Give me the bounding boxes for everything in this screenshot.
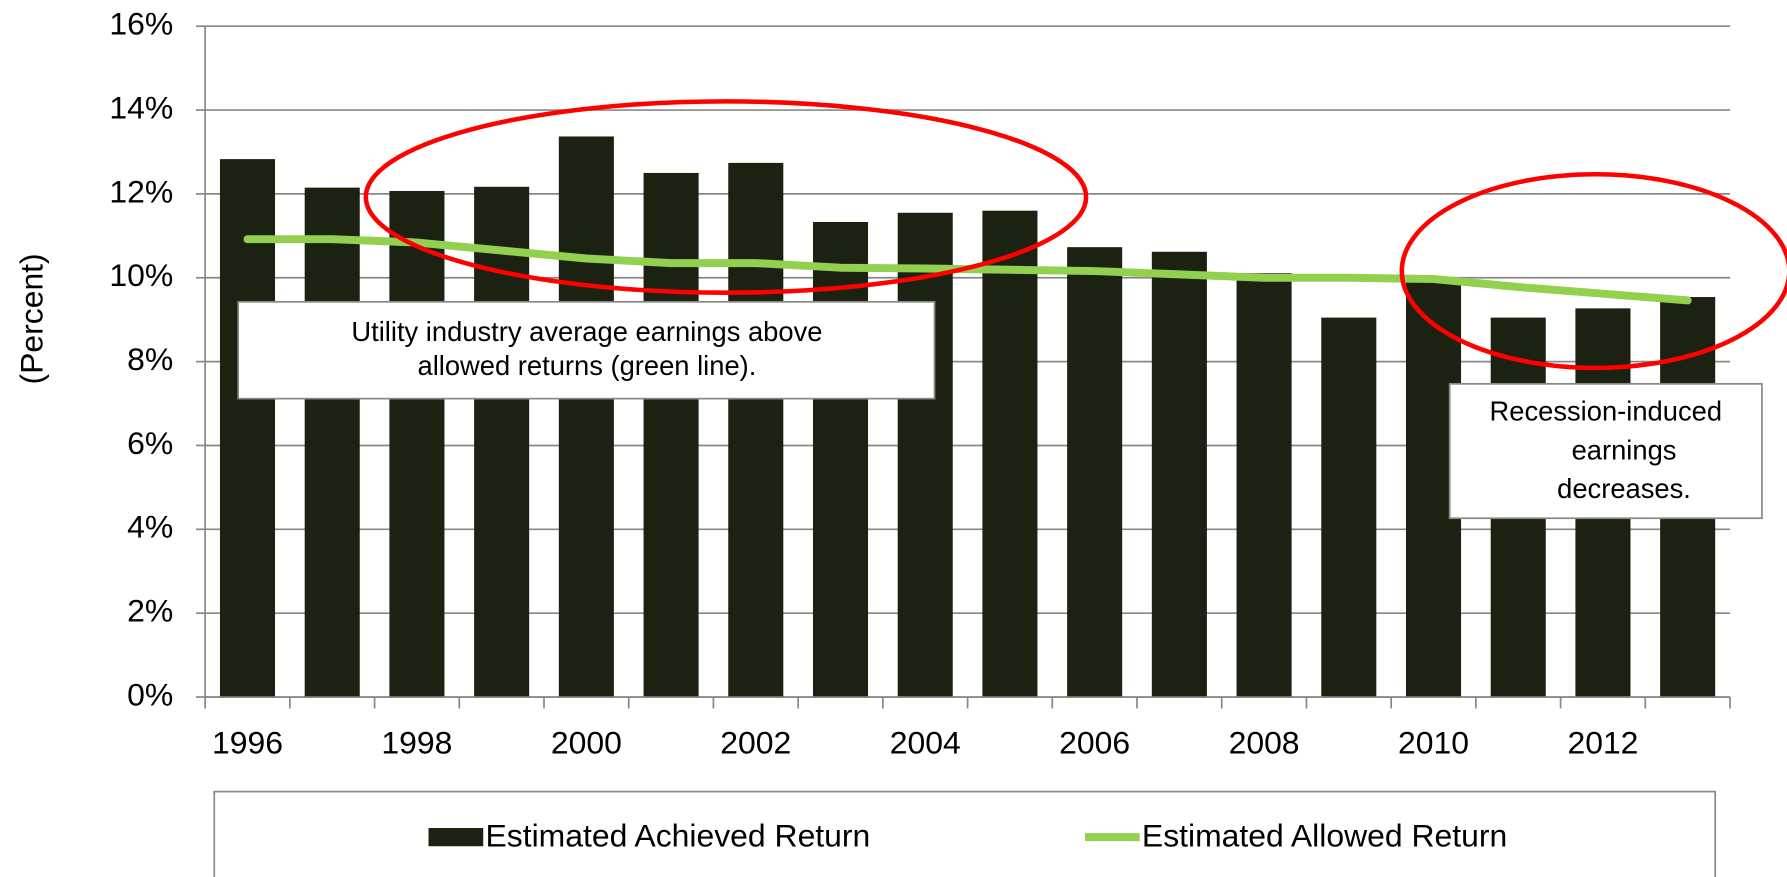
bar [304,187,360,698]
annotation-text: Recession-induced [1490,396,1723,427]
y-axis-label: (Percent) [14,253,50,384]
bar [558,136,614,698]
bar [389,190,445,698]
annotation-text: Utility industry average earnings above [351,316,822,347]
x-tick-label: 2010 [1398,724,1469,760]
highlight-ellipse [1399,172,1787,371]
y-tick-label: 16% [109,6,173,42]
x-tick-label: 2002 [720,724,791,760]
legend-swatch [428,828,484,847]
bar [643,172,699,698]
bar [1067,247,1123,698]
annotation-text: earnings [1572,434,1677,465]
x-tick-label: 2008 [1229,724,1300,760]
annotation-text: decreases. [1557,473,1691,504]
x-tick-label: 2004 [890,724,961,760]
x-tick-label: 1998 [381,724,452,760]
bar [1236,273,1292,698]
y-tick-label: 6% [127,425,173,461]
bar [728,162,784,698]
y-tick-label: 4% [127,509,173,545]
bar [1321,317,1377,698]
y-tick-label: 14% [109,89,173,125]
annotation-box [1448,382,1763,520]
y-tick-label: 12% [109,173,173,209]
y-tick-label: 0% [127,676,173,712]
y-tick-label: 10% [109,257,173,293]
x-tick-label: 1996 [212,724,283,760]
bar [897,212,953,698]
y-tick-label: 8% [127,341,173,377]
bar [219,159,276,698]
bar [812,221,869,698]
y-tick-label: 2% [127,593,173,629]
x-tick-label: 2012 [1567,724,1638,760]
legend-label: Estimated Allowed Return [1142,818,1507,854]
x-tick-label: 2000 [551,724,622,760]
bar [982,210,1038,698]
legend-label: Estimated Achieved Return [485,818,870,854]
x-tick-label: 2006 [1059,724,1130,760]
bar [474,186,530,698]
bar [1151,251,1207,698]
annotation-text: allowed returns (green line). [418,350,757,381]
annotation-box [237,300,936,400]
highlight-ellipse [363,99,1089,295]
